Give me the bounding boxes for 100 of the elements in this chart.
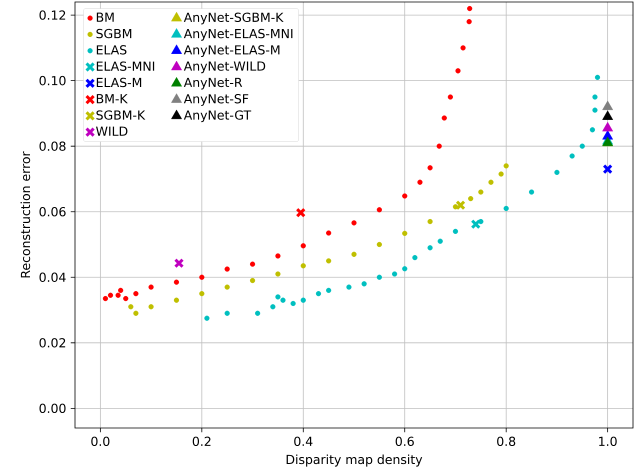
point <box>133 310 138 316</box>
point <box>392 271 398 277</box>
y-tick-label: 0.06 <box>40 207 66 216</box>
point <box>498 171 504 177</box>
point <box>592 94 598 100</box>
point <box>427 218 433 224</box>
point <box>470 219 481 230</box>
point <box>602 100 614 110</box>
point <box>199 274 204 280</box>
point <box>376 207 382 212</box>
legend-label: WILD <box>96 126 128 136</box>
legend-label: AnyNet-R <box>184 78 242 90</box>
y-tick-label: 0.10 <box>40 76 66 86</box>
point <box>570 153 575 159</box>
point <box>102 296 108 302</box>
point <box>438 238 443 244</box>
x-tick-label: 1.0 <box>599 436 617 446</box>
point <box>275 253 281 259</box>
point <box>436 144 442 149</box>
point <box>602 164 613 174</box>
x-tick-label: 0.2 <box>192 436 210 446</box>
x-tick-label: 0.8 <box>497 436 516 446</box>
legend-label: BM <box>96 12 114 22</box>
point <box>326 258 332 264</box>
point <box>290 300 296 306</box>
point <box>148 284 154 290</box>
x-axis-title: Disparity map density <box>286 454 422 467</box>
legend-label: AnyNet-GT <box>184 110 252 122</box>
point <box>402 230 408 236</box>
point <box>466 19 472 24</box>
point <box>174 258 184 268</box>
point <box>594 74 600 80</box>
y-tick-label: 0.08 <box>40 141 66 151</box>
point <box>362 281 367 286</box>
x-tick-label: 0.4 <box>294 436 312 446</box>
point <box>351 220 357 226</box>
point <box>118 288 124 293</box>
point <box>255 310 260 316</box>
x-tick-label: 0.6 <box>396 436 414 446</box>
point <box>204 316 210 321</box>
point <box>460 45 466 50</box>
point <box>296 208 306 218</box>
point <box>224 310 230 316</box>
legend-label: AnyNet-ELAS-MNI <box>184 28 292 41</box>
legend-label: ELAS-M <box>96 78 142 88</box>
point <box>174 280 180 285</box>
y-tick-label: 0.04 <box>40 272 66 282</box>
point <box>504 163 509 168</box>
point <box>376 242 382 248</box>
point <box>123 296 128 302</box>
point <box>300 243 306 248</box>
legend-label: ELAS-MNI <box>96 61 154 71</box>
point <box>467 6 472 12</box>
point <box>108 292 114 298</box>
y-axis-title: Reconstruction error <box>20 151 30 278</box>
point <box>148 304 154 310</box>
point <box>275 271 281 277</box>
legend-label: AnyNet-SF <box>184 94 248 106</box>
point <box>275 294 281 300</box>
point <box>133 291 138 296</box>
point <box>280 298 286 303</box>
point <box>412 255 418 260</box>
point <box>580 144 585 149</box>
legend-label: SGBM-K <box>96 110 146 120</box>
point <box>417 180 423 185</box>
point <box>592 108 598 113</box>
legend-label: AnyNet-WILD <box>184 62 266 74</box>
point <box>602 122 614 132</box>
point <box>316 291 322 296</box>
point <box>224 284 230 290</box>
legend-label: AnyNet-ELAS-M <box>184 45 280 57</box>
point <box>128 304 134 310</box>
point <box>346 284 352 290</box>
point <box>442 115 447 121</box>
y-tick-label: 0.02 <box>40 338 66 348</box>
point <box>326 288 332 293</box>
legend-label: AnyNet-SGBM-K <box>184 12 284 24</box>
point <box>300 298 306 303</box>
point <box>402 193 408 199</box>
x-tick-label: 0.0 <box>91 436 110 446</box>
point <box>452 228 458 234</box>
point <box>351 252 357 257</box>
point <box>326 230 332 236</box>
point <box>427 165 433 170</box>
point <box>174 298 180 303</box>
point <box>455 200 466 210</box>
legend-label: BM-K <box>96 94 128 104</box>
point <box>602 110 614 120</box>
point <box>376 274 382 280</box>
y-tick-label: 0.12 <box>40 10 66 20</box>
point <box>250 262 256 267</box>
point <box>488 180 494 185</box>
point <box>270 304 276 310</box>
y-tick-label: 0.00 <box>40 404 66 414</box>
point <box>528 189 534 195</box>
legend-label: ELAS <box>96 45 126 55</box>
point <box>116 292 121 298</box>
point <box>448 94 453 100</box>
point <box>199 291 204 296</box>
point <box>590 127 596 132</box>
